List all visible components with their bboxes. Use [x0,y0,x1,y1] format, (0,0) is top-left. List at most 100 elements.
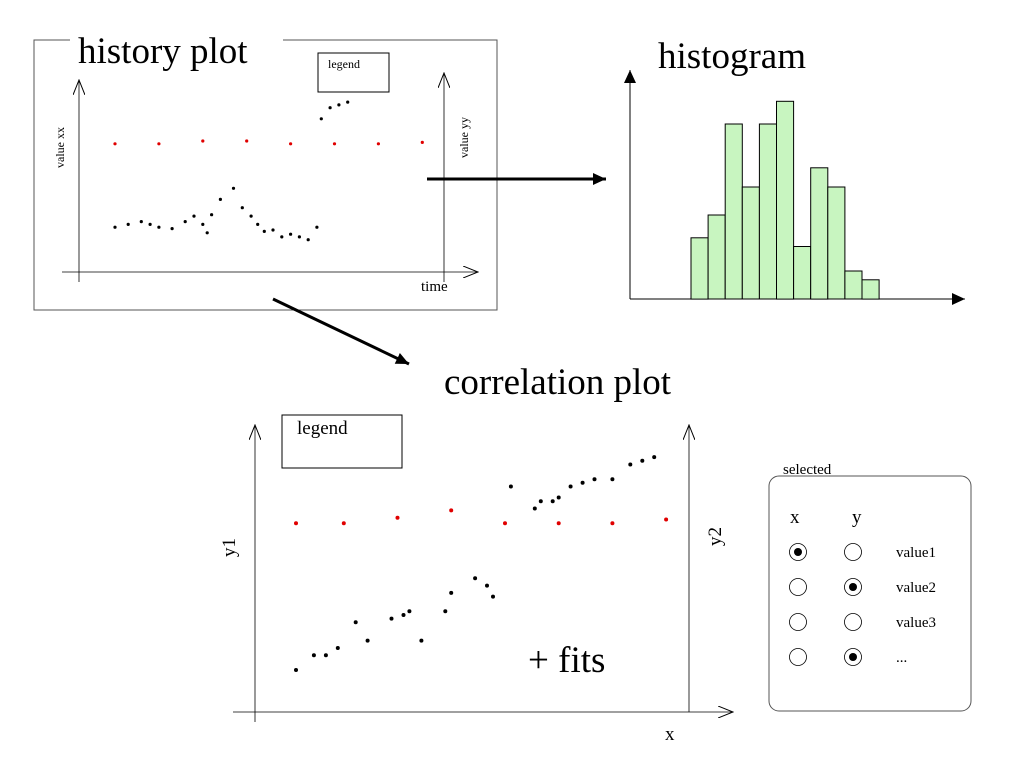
correlation-point-s1-10 [443,609,448,614]
correlation-point-s1-7 [401,613,406,617]
radio-y-4[interactable] [844,648,862,666]
histogram-bars [690,100,880,300]
selection-panel-title: selected [783,462,832,478]
correlation-point-s0-5 [556,521,561,526]
radio-y-1[interactable] [844,543,862,561]
history-point-s1-14 [249,214,253,218]
histogram-bar-5 [776,100,795,300]
correlation-point-s0-1 [341,521,346,526]
selection-panel[interactable]: selected x y value1 value2 value3... [768,462,972,712]
history-point-s1-22 [315,225,319,229]
correlation-point-s0-2 [395,515,400,520]
histogram-bar-7 [810,167,829,300]
history-point-s1-16 [262,229,266,233]
history-plot: history plot legend value xx value yy ti… [33,31,498,311]
history-point-s1-20 [297,235,301,239]
history-point-s1-4 [157,225,161,229]
history-point-s1-3 [148,222,152,226]
correlation-point-s1-17 [538,499,543,504]
histogram-bar-9 [844,270,863,300]
fits-note: + fits [528,640,605,681]
history-point-s1-10 [210,213,214,217]
history-point-s1-26 [346,100,350,104]
selection-rows[interactable]: value1 value2 value3... [789,543,936,667]
correlation-point-s1-4 [353,620,358,625]
history-x-axis-label: time [421,279,448,295]
history-left-axis-label: value xx [53,127,67,168]
histogram-bar-3 [741,186,760,300]
histogram-bar-0 [690,237,709,300]
radio-y-3[interactable] [844,613,862,631]
histogram-title: histogram [658,36,806,77]
history-point-s1-8 [201,222,205,226]
history-point-s1-24 [328,106,332,110]
history-point-s1-5 [170,227,174,231]
correlation-point-s0-6 [610,521,615,526]
histogram-bar-8 [827,186,846,300]
correlation-point-s1-2 [323,653,328,658]
histogram-bar-10 [861,279,880,300]
selection-row-label-4: ... [896,650,907,666]
selection-panel-frame [768,475,972,712]
history-point-s0-1 [157,142,161,146]
history-point-s0-6 [376,142,380,146]
radio-y-2[interactable] [844,578,862,596]
correlation-plot-title: correlation plot [444,362,672,403]
history-point-s1-25 [337,103,341,107]
histogram-bar-6 [793,246,812,300]
history-point-s1-23 [319,117,323,121]
history-point-s1-6 [183,220,187,224]
history-legend-box [317,52,390,93]
correlation-point-s1-9 [419,638,424,643]
history-point-s1-13 [240,206,244,210]
history-point-s0-4 [289,142,293,146]
correlation-point-s0-0 [294,521,298,526]
history-point-s1-12 [231,186,236,190]
correlation-point-s1-14 [491,594,495,599]
correlation-right-axis-label: y2 [705,527,726,546]
correlation-point-s0-4 [503,521,507,526]
history-point-s1-1 [126,222,130,226]
histogram: histogram [624,36,965,305]
history-point-s0-3 [245,139,249,143]
history-plot-title: history plot [78,31,248,72]
histogram-bar-4 [758,123,778,300]
correlation-point-s1-1 [311,653,316,658]
correlation-point-s1-11 [449,590,454,595]
selection-row-label-2: value2 [896,580,936,596]
correlation-point-s1-13 [485,583,489,588]
history-point-s0-2 [201,139,205,143]
history-point-s0-0 [113,142,117,146]
radio-x-2[interactable] [789,578,807,596]
history-point-s1-0 [113,225,117,229]
correlation-point-s1-16 [532,506,537,511]
history-plot-frame [33,39,498,311]
correlation-data-points [294,455,669,672]
history-point-s1-19 [289,232,293,236]
correlation-legend-label: legend [297,418,348,439]
correlation-point-s1-15 [508,484,513,489]
history-point-s1-15 [256,222,260,226]
history-point-s0-5 [332,142,337,146]
column-header-x: x [790,507,800,528]
correlation-point-s1-3 [335,646,340,650]
radio-x-3[interactable] [789,613,807,631]
correlation-point-s1-18 [550,499,555,504]
selection-row-label-3: value3 [896,615,936,631]
correlation-left-axis-label: y1 [219,538,240,557]
correlation-point-s1-12 [473,576,478,581]
correlation-point-s1-22 [592,477,597,482]
radio-x-4[interactable] [789,648,807,666]
column-header-y: y [852,507,862,528]
correlation-point-s1-5 [365,638,370,643]
history-point-s0-7 [420,140,424,144]
history-point-s1-9 [205,231,209,235]
correlation-point-s1-25 [640,458,645,463]
radio-x-1[interactable] [789,543,807,561]
correlation-point-s1-20 [568,484,573,489]
correlation-plot: correlation plot legend y1 y2 x + fits [219,362,733,745]
history-point-s1-18 [280,235,284,239]
histogram-bar-1 [707,214,726,300]
correlation-point-s1-19 [556,495,561,500]
history-legend-label: legend [328,57,360,71]
